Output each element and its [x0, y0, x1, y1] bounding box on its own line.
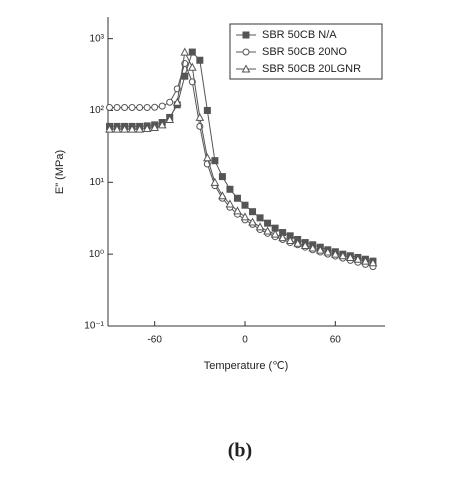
data-point [308, 243, 318, 252]
data-point [165, 114, 175, 123]
data-point [195, 112, 205, 121]
data-point [353, 254, 363, 263]
data-point [300, 240, 310, 249]
data-point [330, 249, 340, 258]
y-axis-label: E" (MPa) [54, 150, 66, 194]
data-point [203, 106, 211, 114]
data-point [128, 103, 136, 111]
data-point [226, 185, 234, 193]
data-point [112, 124, 122, 133]
data-point [158, 102, 166, 110]
data-point [241, 201, 249, 209]
data-point [142, 124, 152, 133]
legend-marker [242, 48, 250, 56]
data-point [346, 252, 355, 261]
y-tick-label: 10¹ [90, 177, 105, 188]
legend-label: SBR 50CB 20LGNR [262, 63, 361, 75]
data-point [181, 72, 189, 80]
data-point [361, 256, 370, 265]
x-tick-label: 60 [330, 335, 342, 346]
legend-label: SBR 50CB 20NO [262, 46, 347, 58]
data-point [255, 222, 265, 231]
data-point [293, 238, 303, 247]
data-point [233, 206, 242, 215]
data-point [120, 124, 129, 133]
data-point [278, 233, 287, 242]
data-point [270, 229, 280, 238]
data-point [323, 247, 333, 256]
data-point [285, 235, 295, 244]
x-tick-label: -60 [147, 335, 162, 346]
data-point [180, 47, 190, 56]
data-point [113, 103, 121, 111]
data-point [338, 251, 348, 260]
data-point [105, 124, 114, 133]
data-point [172, 97, 182, 106]
data-point [106, 103, 114, 111]
legend-marker [241, 64, 251, 73]
data-point [136, 103, 144, 111]
data-point [121, 103, 129, 111]
data-point [218, 173, 226, 181]
x-axis-label: Temperature (℃) [204, 360, 289, 372]
data-point [264, 219, 272, 227]
series-line [109, 62, 374, 268]
series-line [109, 51, 374, 262]
data-point [233, 194, 241, 202]
y-tick-label: 10⁰ [89, 249, 104, 260]
y-tick-label: 10³ [90, 33, 105, 44]
data-point [151, 103, 159, 111]
data-point [150, 122, 160, 131]
data-point [166, 98, 174, 106]
data-point [240, 212, 250, 221]
y-tick-label: 10² [90, 105, 105, 116]
data-point [256, 214, 264, 222]
data-point [187, 62, 197, 71]
x-tick-label: 0 [242, 335, 248, 346]
data-point [127, 124, 137, 133]
data-point [196, 56, 204, 64]
legend-label: SBR 50CB N/A [262, 29, 337, 41]
y-tick-label: 10⁻¹ [84, 321, 104, 332]
data-point [188, 48, 196, 56]
data-point [263, 226, 272, 235]
caption: (b) [228, 440, 252, 462]
data-point [368, 258, 378, 267]
data-point [210, 177, 220, 186]
data-point [218, 191, 227, 200]
data-point [225, 199, 235, 208]
data-point [143, 103, 151, 111]
data-point [203, 153, 212, 162]
data-point [157, 120, 167, 129]
data-point [211, 157, 219, 165]
series-line [109, 50, 374, 264]
data-point [249, 208, 257, 216]
data-point [248, 217, 257, 226]
data-point [315, 245, 325, 254]
data-point [135, 124, 144, 133]
legend-marker [242, 31, 250, 39]
